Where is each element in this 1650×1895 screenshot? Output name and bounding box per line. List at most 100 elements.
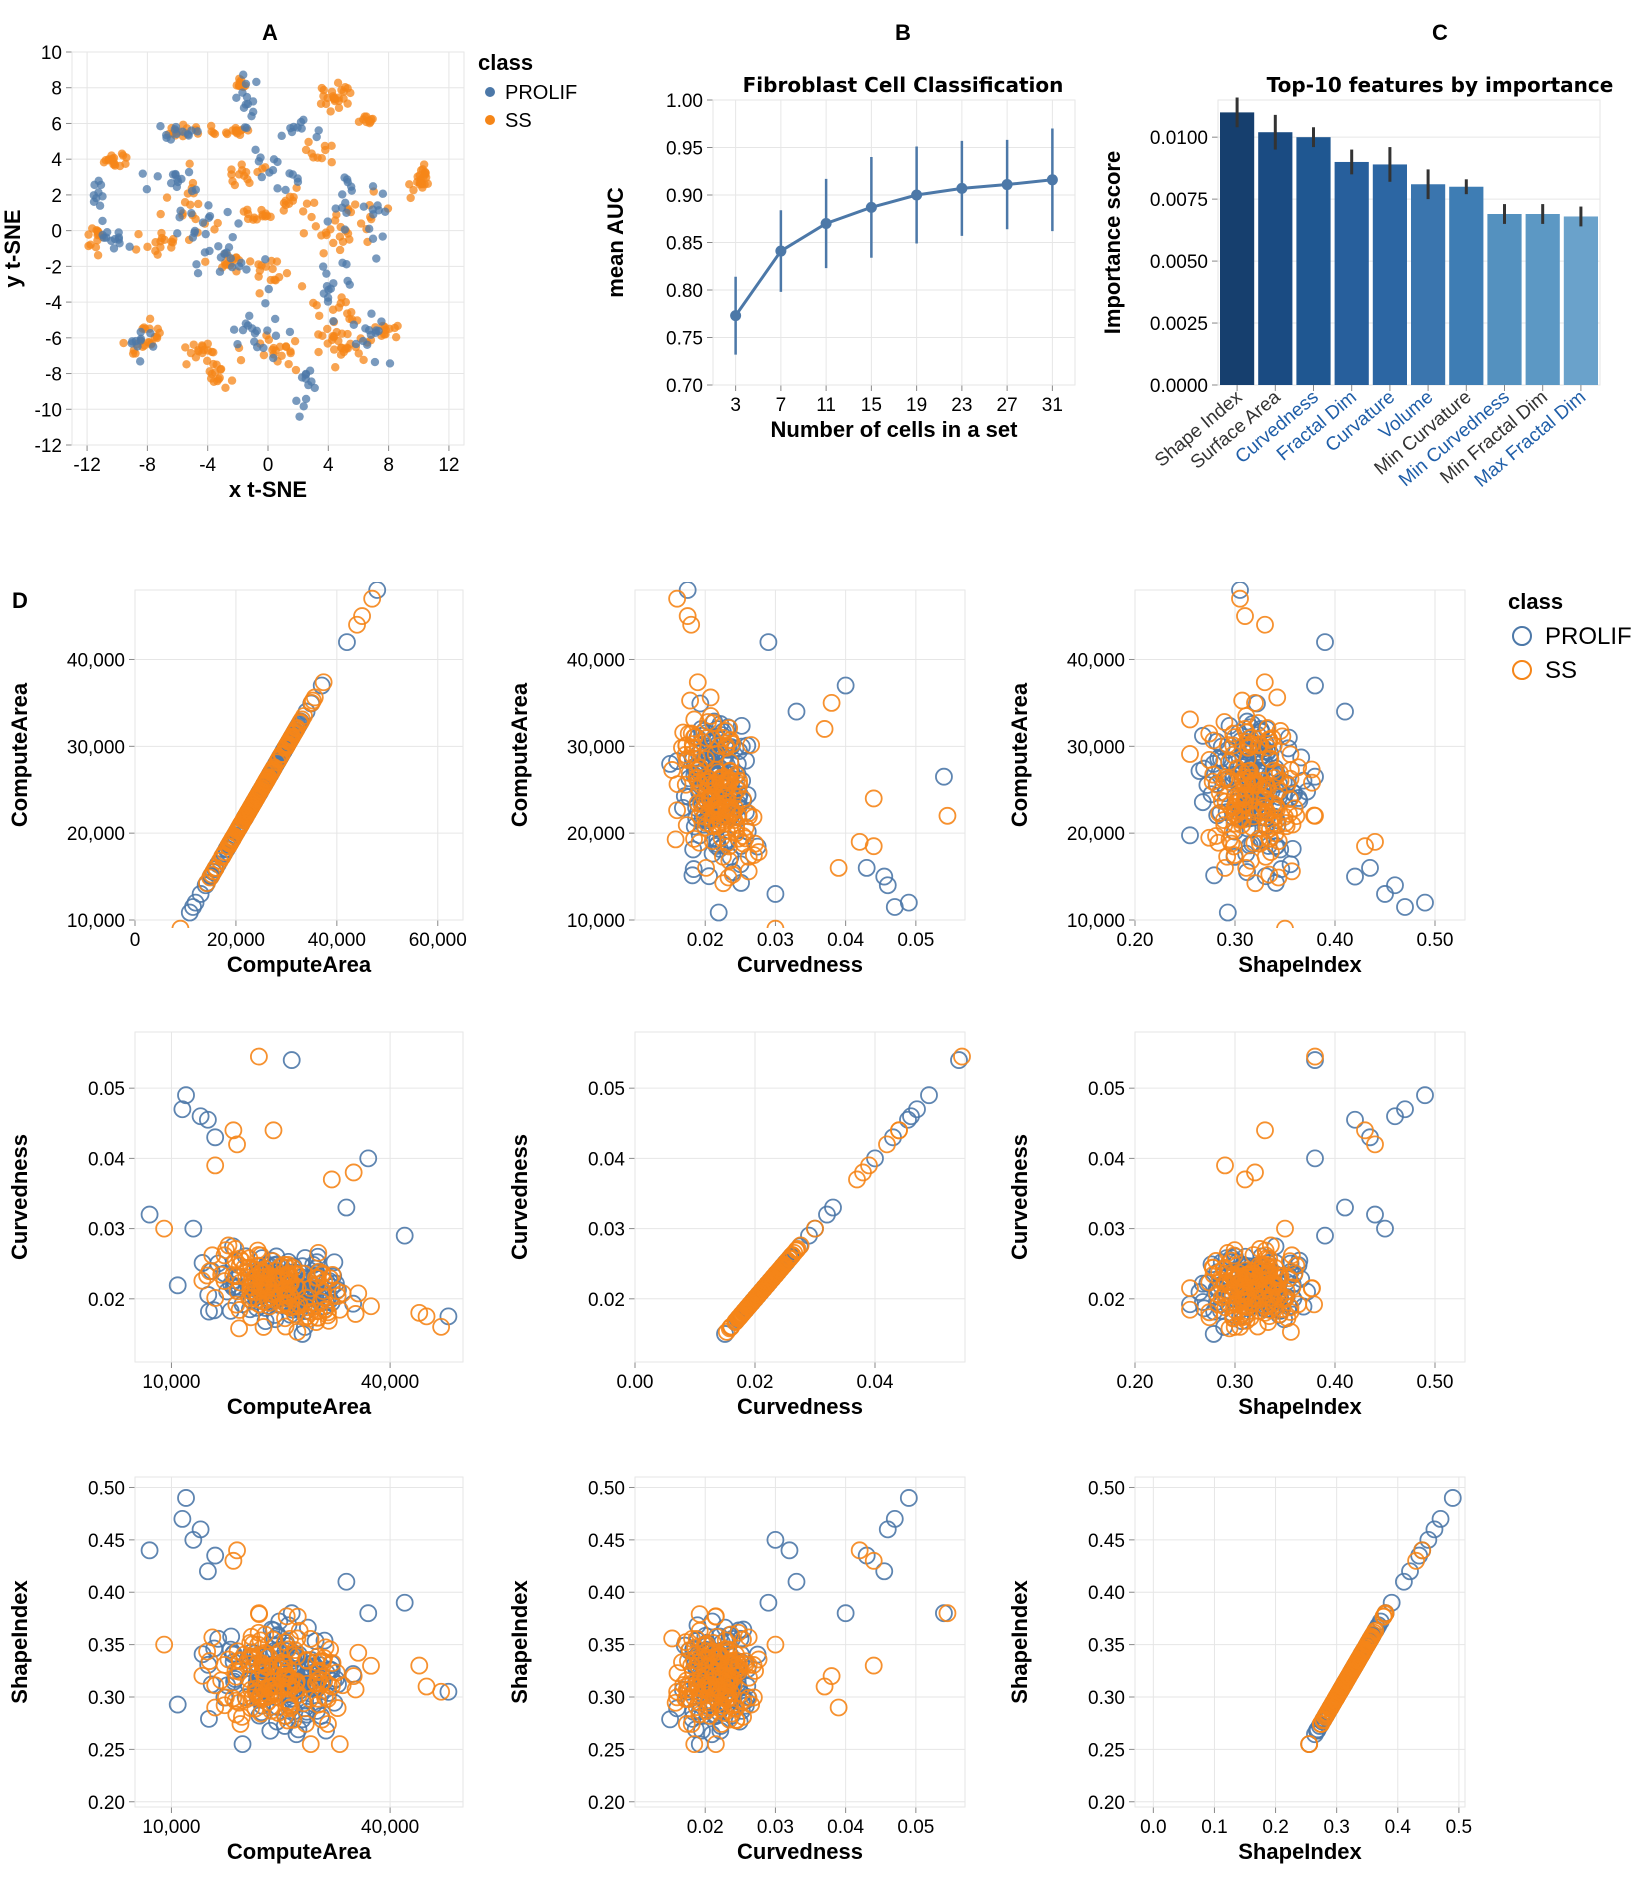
- chart-d-r1c1-point-prolif: [368, 582, 387, 599]
- chart-d-r1c1-point-ss: [278, 736, 297, 754]
- chart-a-point-ss: [329, 238, 338, 248]
- chart-a-point-prolif: [222, 248, 231, 257]
- chart-d-r2c3-point-ss: [1216, 1156, 1234, 1175]
- chart-d-r3c2-point-ss: [720, 1676, 738, 1695]
- chart-d-r1c3-point-prolif: [1416, 893, 1434, 912]
- chart-d-r2c1-point-ss: [322, 1170, 341, 1189]
- chart-d-r3c1-point-ss: [271, 1642, 289, 1660]
- chart-d-r1c3-xtick-label: 0.30: [1217, 930, 1254, 951]
- chart-d-r1c2-point-prolif: [691, 694, 710, 713]
- chart-d-r2c3-point-ss: [1220, 1319, 1239, 1338]
- chart-d-r2c3-point-ss: [1181, 1279, 1199, 1298]
- chart-d-r2c2-point-ss: [768, 1263, 787, 1282]
- chart-d-r1c2-point-ss: [685, 829, 703, 848]
- chart-d-r3c1-point-ss: [258, 1658, 276, 1676]
- chart-d-r1c3-point-prolif: [1193, 793, 1212, 812]
- chart-d-r3c1-point-ss: [321, 1640, 340, 1659]
- chart-a-xtick-label: 4: [323, 455, 334, 476]
- chart-a-point-ss: [311, 222, 321, 231]
- chart-d-r2c3-point-ss: [1236, 1307, 1254, 1326]
- chart-d-r3c2-point-ss: [663, 1629, 682, 1648]
- chart-a-point-prolif: [257, 172, 267, 182]
- chart-d-r1c3-point-ss: [1260, 865, 1279, 884]
- chart-d-r3c1-point-ss: [323, 1654, 342, 1672]
- chart-a-point-ss: [117, 149, 127, 158]
- chart-a-point-ss: [359, 355, 368, 365]
- chart-d-r3c1-point-ss: [250, 1604, 268, 1623]
- chart-d-r3c1-point-ss: [230, 1693, 248, 1712]
- chart-d-r1c3-plot-frame: [1134, 589, 1466, 921]
- chart-d-r1c3-xtick-label: 0.50: [1417, 930, 1454, 951]
- chart-d-r1c3-point-ss: [1212, 791, 1231, 810]
- chart-c-ytick-label: 0.0100: [1150, 128, 1208, 149]
- chart-a-point-prolif: [307, 377, 316, 386]
- chart-d-r3c2-point-ss: [720, 1654, 739, 1672]
- chart-d-r1c3-point-ss: [1216, 858, 1234, 877]
- chart-d-r1c2-point-ss: [822, 693, 841, 712]
- chart-a-point-ss: [188, 178, 198, 188]
- chart-c-ytick-label: 0.0075: [1150, 190, 1208, 211]
- chart-d-r2c2-point-ss: [854, 1163, 872, 1182]
- chart-d-r1c3-point-ss: [1268, 688, 1287, 707]
- chart-a-point-prolif: [214, 242, 223, 251]
- chart-d-r1c2-plot-frame: [634, 589, 966, 921]
- chart-d-r1c2-point-ss: [693, 733, 712, 751]
- chart-a-point-ss: [210, 129, 220, 139]
- chart-d-r1c2-point-ss: [719, 809, 737, 828]
- chart-d-r1c3-point-ss: [1236, 607, 1254, 625]
- chart-d-r2c1-point-ss: [309, 1243, 328, 1262]
- chart-d-r2c1-point-prolif: [184, 1219, 203, 1238]
- chart-a-point-prolif: [349, 320, 359, 329]
- chart-d-r3c2-point-prolif: [711, 1721, 730, 1740]
- chart-d-r2c1-point-ss: [215, 1272, 234, 1290]
- chart-a-ytick-label: -2: [45, 257, 62, 278]
- chart-d-r3c3-ytick-label: 0.40: [1088, 1583, 1125, 1604]
- chart-d-r1c3-point-ss: [1281, 745, 1300, 764]
- chart-d-r3c1-point-ss: [432, 1682, 451, 1701]
- chart-a-point-prolif: [114, 235, 123, 244]
- chart-d-r3c1-point-ss: [155, 1635, 174, 1654]
- chart-d-r1c2-point-prolif: [875, 867, 894, 886]
- chart-d-r1c1-points: [162, 582, 387, 954]
- chart-a-point-ss: [405, 180, 414, 189]
- chart-d-r1c2-point-ss: [698, 781, 717, 800]
- chart-a-point-ss: [418, 165, 427, 174]
- chart-a-point-prolif: [277, 131, 286, 141]
- chart-d-r3c1-ylabel: ShapeIndex: [7, 1579, 32, 1703]
- chart-d-r2c3-point-ss: [1256, 1303, 1274, 1322]
- chart-b-ytick-label: 1.00: [666, 91, 703, 112]
- chart-a-point-ss: [93, 251, 103, 260]
- chart-d-r3c1-point-ss: [284, 1710, 303, 1729]
- chart-d-r2c3-point-prolif: [1193, 1274, 1212, 1293]
- chart-d-r3c3-point-prolif: [1306, 1725, 1324, 1744]
- chart-d-r3c3-point-ss: [1333, 1677, 1352, 1696]
- chart-d-r1c1-point-prolif: [162, 938, 178, 954]
- chart-c-ytick-label: 0.0025: [1150, 314, 1208, 335]
- chart-d-r3c3-point-prolif: [1431, 1510, 1450, 1528]
- chart-d-r2c3-point-prolif: [1346, 1110, 1364, 1129]
- chart-d-r3c1-point-prolif: [173, 1510, 192, 1528]
- chart-a-point-prolif: [153, 172, 162, 181]
- chart-d-r1c3-xtick-label: 0.20: [1117, 930, 1154, 951]
- legend-d: class PROLIF SS: [1508, 589, 1632, 684]
- chart-a-point-prolif: [187, 209, 196, 218]
- chart-d-r3c1-point-ss: [410, 1656, 429, 1675]
- chart-d-r3c1-point-ss: [330, 1735, 349, 1754]
- chart-a-point-prolif: [243, 321, 253, 330]
- chart-a-point-prolif: [273, 157, 282, 167]
- chart-d-r2c3-point-ss: [1282, 1322, 1300, 1341]
- chart-d-r3c2-xtick-label: 0.03: [757, 1817, 794, 1838]
- chart-d-r1c1-xtick-label: 40,000: [308, 930, 366, 951]
- chart-a-point-prolif: [292, 396, 301, 406]
- chart-a-plot-frame: [71, 51, 465, 446]
- chart-d-r2c1-ytick-label: 0.05: [88, 1079, 125, 1100]
- chart-d-r3c3-xlabel: ShapeIndex: [1238, 1839, 1362, 1864]
- chart-d-r2c1-point-prolif: [282, 1051, 301, 1069]
- chart-d-r3c2-point-ss: [710, 1658, 728, 1676]
- chart-d-r1c3-point-ss: [1306, 806, 1324, 825]
- chart-a-point-prolif: [248, 97, 258, 106]
- chart-a-point-ss: [157, 228, 166, 238]
- chart-d-r2c3-point-ss: [1281, 1303, 1300, 1321]
- chart-d-r3c3-point-ss: [1300, 1735, 1319, 1754]
- chart-a-point-ss: [329, 95, 339, 104]
